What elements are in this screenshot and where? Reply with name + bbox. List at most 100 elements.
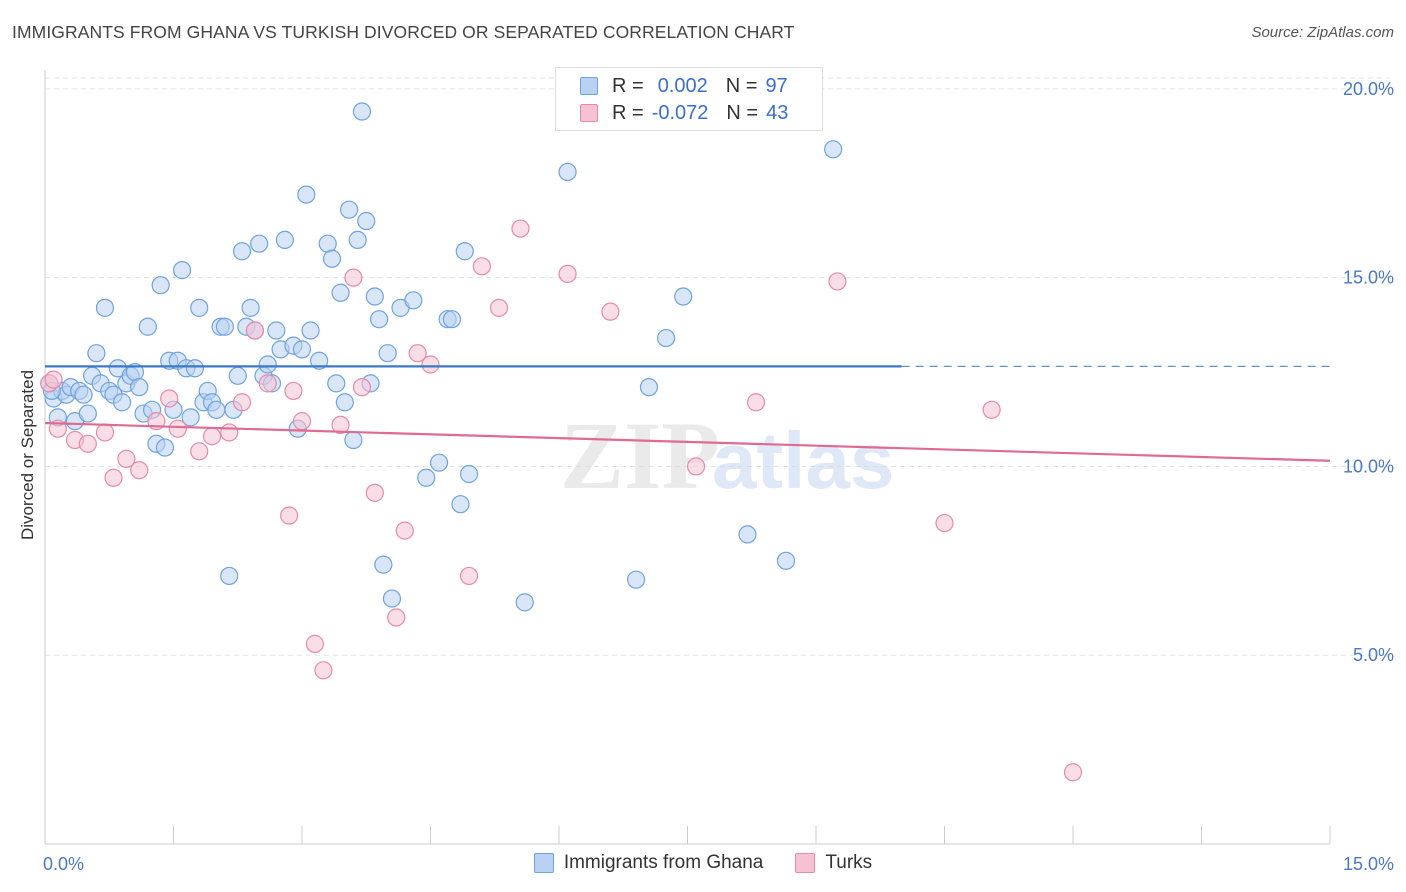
x-tick-label: 0.0% (43, 854, 84, 874)
turks-point (387, 608, 406, 627)
tick-labels: 5.0% 10.0% 15.0% 20.0% 0.0% 15.0% (43, 79, 1394, 874)
ghana-point (331, 283, 350, 302)
turks-point (935, 513, 954, 533)
ghana-point (626, 570, 646, 589)
y-axis-label: Divorced or Separated (18, 370, 37, 540)
turks-point (601, 302, 620, 321)
turks-point (232, 393, 252, 412)
ghana-point (267, 321, 286, 340)
ghana-point (348, 230, 367, 250)
source-label: Source: ZipAtlas.com (1251, 24, 1394, 41)
legend-label-turks: Turks (825, 852, 873, 873)
ghana-point (155, 438, 175, 457)
ghana-point (74, 385, 93, 404)
data-points (40, 102, 1083, 782)
ghana-point (297, 185, 316, 204)
ghana-point (738, 525, 757, 544)
r-label: R = (612, 101, 644, 124)
ghana-swatch (580, 77, 598, 95)
y-tick-label: 10.0% (1343, 456, 1394, 476)
ghana-point (87, 344, 106, 363)
n-label: N = (725, 74, 758, 97)
trend-lines (44, 365, 1331, 462)
turks-point (104, 468, 123, 487)
watermark-zip: ZIP (560, 402, 720, 509)
ghana-point (250, 234, 269, 253)
ghana-point (258, 355, 277, 374)
ghana-point (374, 555, 393, 574)
ghana-point (382, 589, 402, 608)
turks-point (344, 268, 363, 287)
ghana-point (207, 400, 226, 419)
turks-point (202, 427, 222, 446)
turks-point (130, 461, 149, 480)
ghana-point (130, 378, 149, 397)
ghana-point (322, 249, 342, 268)
ghana-point (95, 298, 115, 317)
turks-point (982, 400, 1001, 419)
turks-point (489, 298, 509, 317)
ghana-point (344, 430, 363, 450)
turks-point (352, 378, 372, 397)
turks-point (284, 381, 303, 401)
ghana-point (172, 261, 192, 280)
ghana-point (515, 593, 534, 612)
gridlines (45, 77, 1390, 656)
turks-point (828, 272, 847, 291)
ghana-point (310, 351, 329, 370)
turks-swatch (580, 104, 598, 122)
turks-point (160, 389, 179, 408)
ghana-point (352, 102, 372, 121)
legend-label-ghana: Immigrants from Ghana (563, 852, 764, 873)
ghana-point (455, 242, 474, 261)
ghana-point (404, 291, 423, 310)
turks-trend-line (44, 421, 1331, 462)
ghana-point (292, 340, 312, 359)
turks-point (220, 423, 239, 442)
turks-point (459, 566, 479, 586)
turks-point (746, 393, 766, 412)
turks-point (44, 370, 63, 389)
ghana-legend-swatch (533, 853, 554, 873)
legend-item-turks: Turks (795, 852, 872, 874)
ghana-point (378, 344, 397, 363)
x-tick-label: 15.0% (1343, 854, 1394, 874)
turks-point (95, 423, 115, 442)
ghana-point (639, 378, 659, 397)
ghana-point (417, 468, 436, 487)
axes (44, 70, 1331, 845)
ghana-point (78, 404, 97, 423)
ghana-point (318, 234, 337, 253)
turks-point (168, 419, 187, 438)
y-tick-label: 20.0% (1343, 79, 1394, 99)
n-label: N = (726, 101, 759, 124)
series-legend: Immigrants from Ghana Turks (0, 852, 1406, 874)
ghana-point (674, 287, 693, 306)
ghana-point (370, 310, 389, 329)
turks-point (245, 321, 264, 340)
ghana-point (340, 200, 359, 219)
ghana-point (232, 242, 252, 261)
ghana-point (181, 408, 200, 427)
r-value: -0.072 (651, 101, 709, 124)
ghana-point (824, 140, 843, 159)
turks-point (314, 661, 333, 680)
ghana-point (185, 359, 205, 378)
ghana-point (776, 551, 796, 570)
turks-point (292, 412, 312, 431)
chart-title: IMMIGRANTS FROM GHANA VS TURKISH DIVORCE… (12, 22, 795, 42)
ghana-point (112, 393, 132, 412)
turks-point (686, 457, 706, 476)
ghana-point (459, 464, 479, 484)
ghana-point (442, 310, 462, 329)
n-value: 97 (765, 74, 788, 97)
turks-legend-swatch (795, 853, 816, 873)
turks-point (511, 219, 530, 238)
ghana-point (151, 276, 170, 295)
turks-point (280, 506, 299, 525)
ghana-point (215, 317, 234, 336)
turks-point (117, 449, 136, 468)
ghana-point (241, 298, 260, 317)
ghana-point (451, 495, 470, 514)
